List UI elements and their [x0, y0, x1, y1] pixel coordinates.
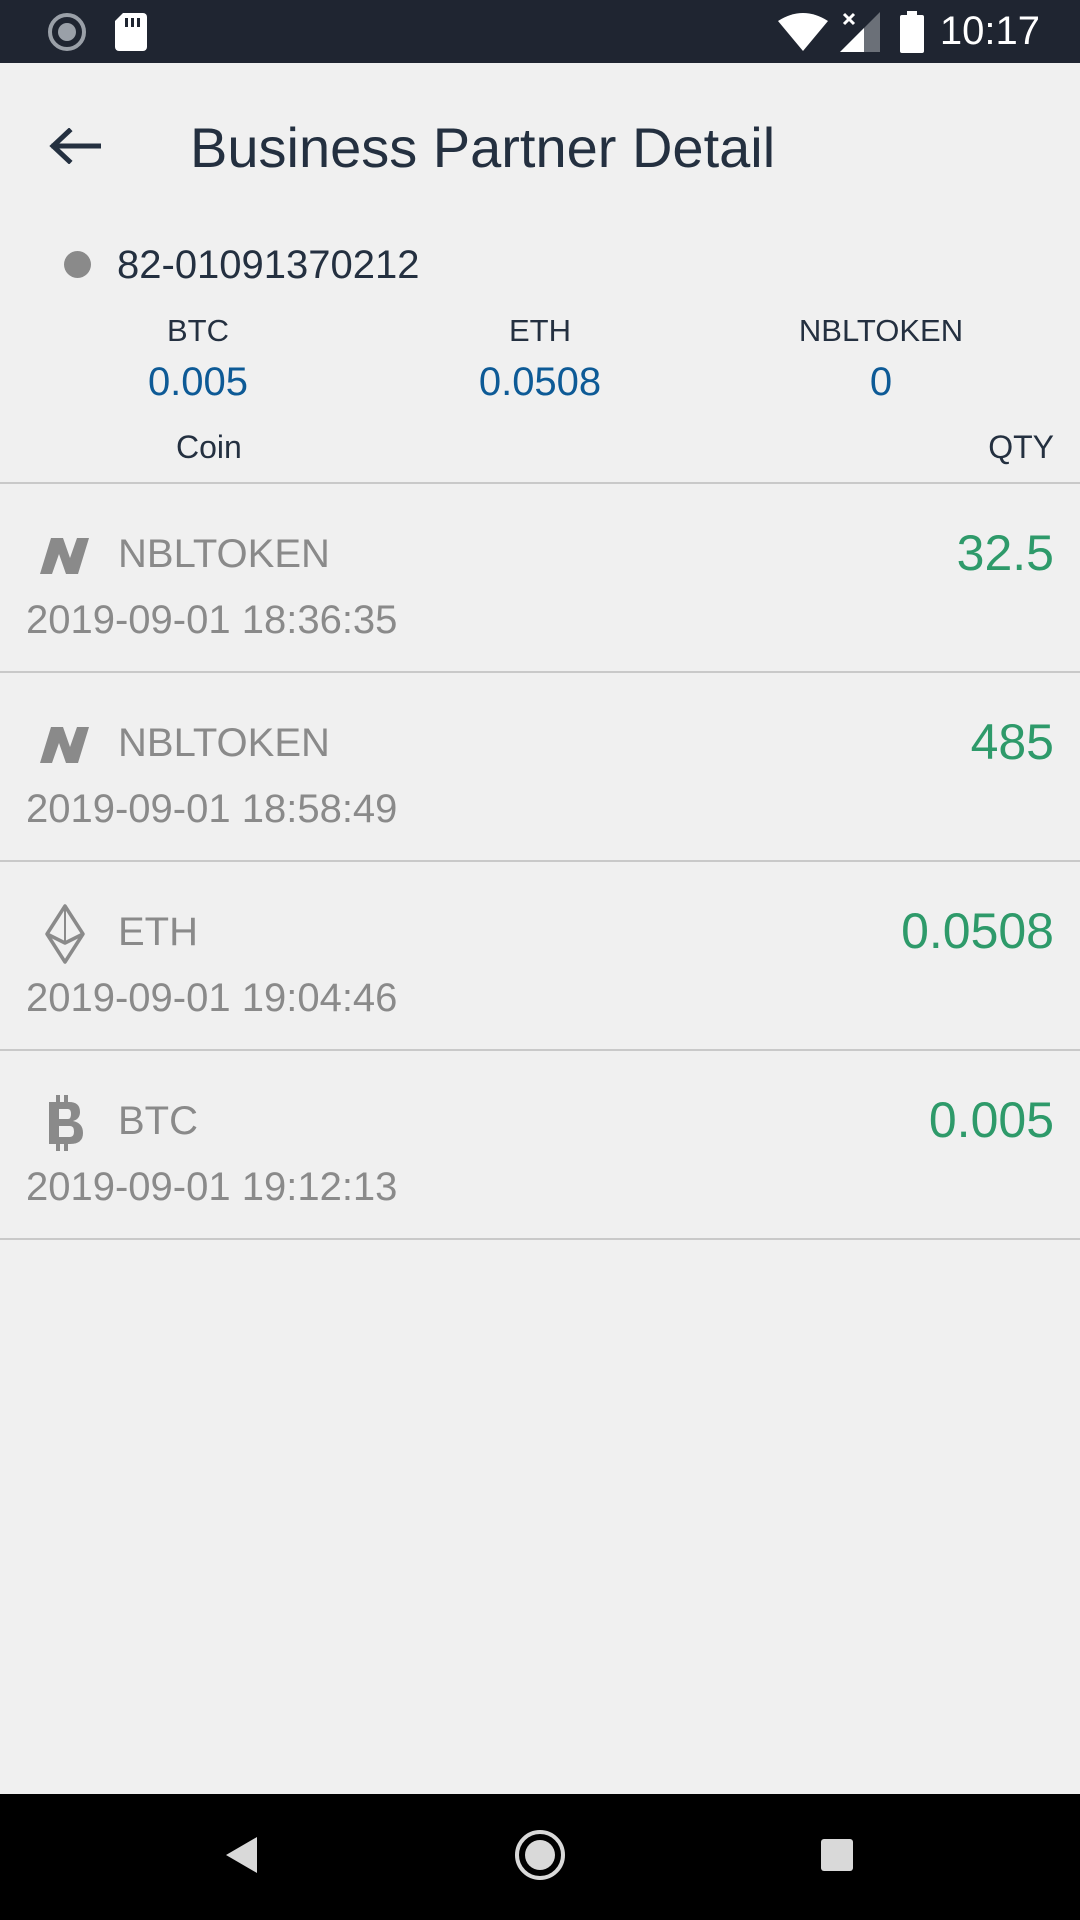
coin-name: BTC [118, 1099, 198, 1143]
sync-icon [47, 12, 87, 57]
sd-card-icon [115, 13, 147, 56]
transaction-qty: 32.5 [956, 525, 1054, 581]
transaction-time: 2019-09-01 19:12:13 [26, 1165, 398, 1209]
transaction-row[interactable]: NBLTOKEN 2019-09-01 18:36:35 32.5 [0, 484, 1080, 671]
circle-home-icon [513, 1828, 567, 1887]
column-header-qty: QTY [988, 429, 1054, 465]
page-title: Business Partner Detail [190, 116, 776, 179]
status-bar: 10:17 [0, 0, 1080, 63]
transaction-time: 2019-09-01 18:36:35 [26, 598, 398, 642]
nbltoken-icon [35, 715, 95, 775]
divider [0, 860, 1080, 862]
nav-recents-button[interactable] [797, 1817, 877, 1897]
nav-home-button[interactable] [500, 1817, 580, 1897]
back-button[interactable] [30, 103, 120, 193]
cellular-signal-icon [840, 12, 880, 57]
status-dot-icon [64, 251, 91, 278]
transaction-qty: 0.005 [928, 1092, 1054, 1148]
balance-eth: ETH 0.0508 [390, 310, 690, 412]
navigation-bar [0, 1794, 1080, 1920]
divider [0, 1238, 1080, 1240]
toolbar: Business Partner Detail [0, 63, 1080, 213]
nbltoken-icon [35, 526, 95, 586]
transaction-row[interactable]: BTC 2019-09-01 19:12:13 0.005 [0, 1051, 1080, 1238]
coin-name: NBLTOKEN [118, 532, 330, 576]
balance-value: 0.005 [147, 360, 249, 404]
balance-value: 0.0508 [478, 360, 602, 404]
transaction-row[interactable]: NBLTOKEN 2019-09-01 18:58:49 485 [0, 673, 1080, 860]
divider [0, 671, 1080, 673]
btc-icon [35, 1093, 95, 1153]
status-time: 10:17 [939, 9, 1040, 53]
arrow-left-icon [49, 126, 102, 169]
divider [0, 1049, 1080, 1051]
balance-coin-label: BTC [167, 313, 229, 348]
balance-btc: BTC 0.005 [48, 310, 348, 412]
coin-name: ETH [118, 910, 198, 954]
partner-header: 82-01091370212 [0, 235, 1080, 295]
transaction-row[interactable]: ETH 2019-09-01 19:04:46 0.0508 [0, 862, 1080, 1049]
transaction-qty: 485 [970, 714, 1054, 770]
balance-nbltoken: NBLTOKEN 0 [731, 310, 1031, 412]
eth-icon [35, 904, 95, 964]
divider [0, 482, 1080, 484]
column-header-coin: Coin [176, 429, 242, 465]
balance-value: 0 [869, 360, 893, 404]
transaction-time: 2019-09-01 19:04:46 [26, 976, 398, 1020]
battery-icon [899, 11, 925, 58]
square-recents-icon [819, 1837, 855, 1878]
triangle-back-icon [223, 1835, 259, 1880]
coin-name: NBLTOKEN [118, 721, 330, 765]
partner-id: 82-01091370212 [117, 243, 420, 287]
transaction-qty: 0.0508 [901, 903, 1054, 959]
wifi-icon [778, 13, 828, 56]
balance-coin-label: NBLTOKEN [798, 313, 964, 348]
transaction-time: 2019-09-01 18:58:49 [26, 787, 398, 831]
nav-back-button[interactable] [201, 1817, 281, 1897]
balance-coin-label: ETH [509, 313, 571, 348]
